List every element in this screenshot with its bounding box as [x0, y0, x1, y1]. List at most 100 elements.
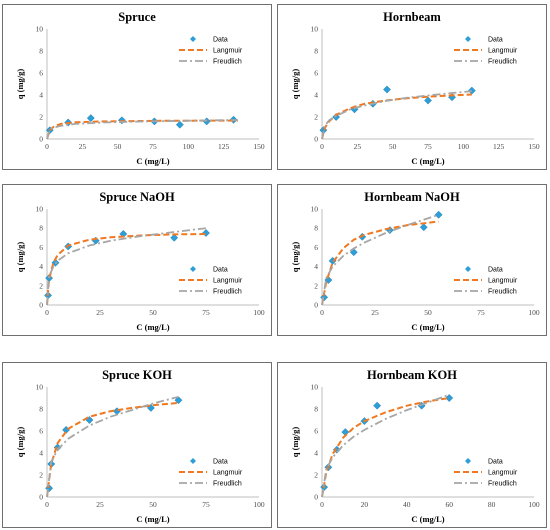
data-point [113, 407, 121, 416]
y-tick-label: 0 [39, 493, 43, 502]
x-axis-label: C (mg/L) [411, 322, 444, 332]
x-tick-label: 50 [424, 308, 432, 317]
y-tick-label: 2 [39, 471, 43, 480]
x-tick-label: 25 [354, 142, 362, 151]
x-tick-label: 100 [528, 308, 540, 317]
x-tick-label: 50 [114, 142, 122, 151]
y-tick-label: 2 [39, 281, 43, 290]
data-point [170, 233, 179, 242]
x-tick-label: 75 [477, 308, 485, 317]
y-axis-label: q (mg/g) [290, 242, 300, 273]
legend: Data Langmuir Freudlich [454, 266, 518, 296]
y-tick-label: 0 [314, 301, 318, 310]
x-tick-label: 0 [45, 308, 49, 317]
data-point [332, 113, 341, 121]
x-tick-label: 25 [96, 500, 104, 509]
y-tick-label: 6 [39, 69, 43, 78]
data-point [202, 229, 210, 237]
x-tick-label: 0 [320, 500, 324, 509]
x-tick-label: 100 [253, 308, 265, 317]
x-axis-label: C (mg/L) [136, 322, 169, 332]
y-axis-label: q (mg/g) [15, 69, 25, 100]
legend-label: Langmuir [488, 48, 518, 55]
legend-label: Freudlich [213, 59, 242, 66]
y-axis-label: q (mg/g) [15, 242, 25, 273]
x-axis-label: C (mg/L) [411, 514, 444, 524]
x-tick-label: 50 [149, 500, 157, 509]
y-tick-label: 8 [314, 224, 318, 233]
fit-line-freudlich [321, 393, 450, 498]
legend-marker [465, 36, 471, 42]
x-tick-label: 0 [320, 308, 324, 317]
x-axis-label: C (mg/L) [411, 156, 444, 166]
fit-line-freudlich [46, 119, 238, 140]
y-axis-label: q (mg/g) [15, 427, 25, 458]
legend-marker [465, 458, 471, 464]
x-tick-label: 50 [389, 142, 397, 151]
legend: Data Langmuir Freudlich [179, 266, 243, 296]
x-tick-label: 75 [424, 142, 432, 151]
y-tick-label: 8 [39, 224, 43, 233]
y-tick-label: 0 [39, 301, 43, 310]
y-tick-label: 8 [39, 47, 43, 56]
y-tick-label: 4 [39, 449, 43, 458]
data-point [419, 223, 428, 232]
x-tick-label: 20 [361, 500, 369, 509]
y-tick-label: 4 [39, 91, 43, 100]
x-tick-label: 100 [528, 500, 540, 509]
y-tick-label: 0 [314, 493, 318, 502]
chart-panel-hornbeam: Hornbeam 0 2 4 6 8 10 0 25 50 75 100 125 150 C (mg/L) q… [277, 4, 547, 170]
legend: Data Langmuir Freudlich [454, 458, 518, 488]
legend-label: Langmuir [488, 278, 518, 285]
y-tick-label: 2 [314, 471, 318, 480]
legend-marker [190, 266, 196, 272]
x-tick-label: 80 [488, 500, 496, 509]
legend-label: Data [488, 267, 503, 274]
y-tick-label: 2 [314, 281, 318, 290]
legend-marker [465, 266, 471, 272]
chart-panel-spruce-koh: Spruce KOH 0 2 4 6 8 10 0 25 50 75 100 C (mg/L) q (mg… [2, 362, 272, 528]
data-point [383, 85, 391, 94]
y-tick-label: 6 [314, 243, 318, 252]
data-point [373, 401, 382, 410]
data-point [174, 396, 183, 405]
x-tick-label: 150 [253, 142, 265, 151]
legend-marker [190, 458, 196, 464]
chart-title: Hornbeam NaOH [364, 190, 460, 204]
y-tick-label: 0 [39, 135, 43, 144]
x-tick-label: 125 [218, 142, 230, 151]
y-tick-label: 2 [39, 113, 43, 122]
x-tick-label: 100 [253, 500, 265, 509]
legend-label: Data [213, 459, 228, 466]
x-tick-label: 25 [79, 142, 87, 151]
fit-line-freudlich [321, 213, 439, 306]
y-tick-label: 10 [36, 25, 44, 34]
legend-label: Langmuir [213, 48, 243, 55]
data-point [119, 230, 128, 238]
x-tick-label: 125 [493, 142, 505, 151]
legend-label: Data [488, 37, 503, 44]
chart-title: Hornbeam [383, 10, 441, 24]
y-tick-label: 8 [314, 405, 318, 414]
y-tick-label: 4 [39, 262, 43, 271]
y-tick-label: 10 [36, 383, 44, 392]
x-tick-label: 50 [149, 308, 157, 317]
y-tick-label: 6 [39, 243, 43, 252]
legend-label: Langmuir [488, 470, 518, 477]
x-tick-label: 75 [202, 500, 210, 509]
y-tick-label: 10 [311, 205, 319, 214]
chart-title: Spruce [118, 10, 156, 24]
chart-title: Hornbeam KOH [367, 368, 457, 382]
y-tick-label: 10 [311, 383, 319, 392]
x-tick-label: 0 [45, 500, 49, 509]
legend: Data Langmuir Freudlich [454, 36, 518, 66]
data-point [424, 96, 432, 105]
y-axis-label: q (mg/g) [290, 427, 300, 458]
fit-line-freudlich [46, 227, 207, 306]
fit-line-langmuir [46, 401, 179, 498]
legend-label: Freudlich [488, 481, 517, 488]
legend-label: Data [213, 37, 228, 44]
x-tick-label: 0 [45, 142, 49, 151]
